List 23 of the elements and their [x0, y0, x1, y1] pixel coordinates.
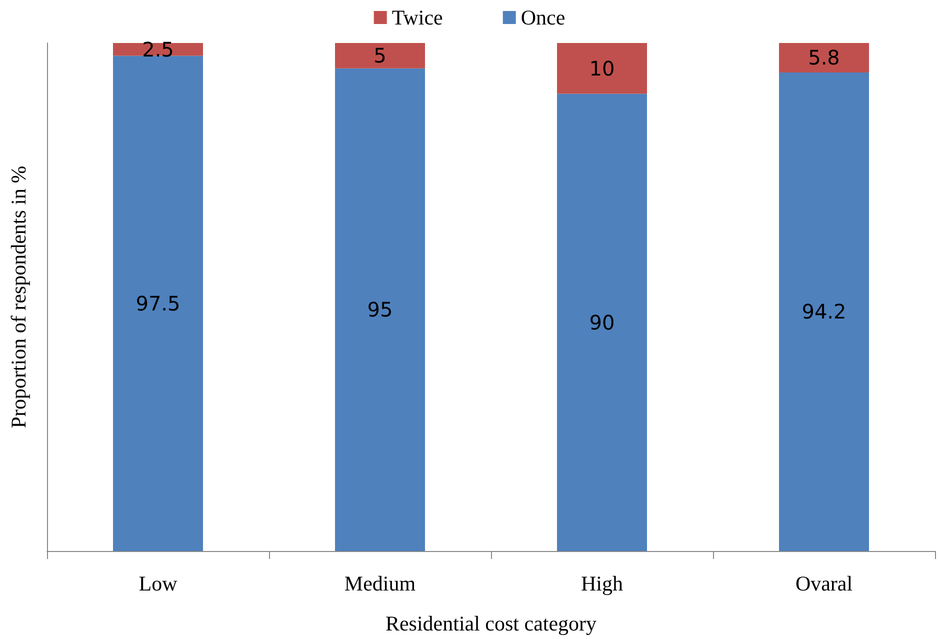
bar: [335, 43, 425, 68]
x-tick-label: Ovaral: [795, 572, 853, 596]
bar: [335, 68, 425, 551]
data-label: 10: [589, 56, 615, 80]
data-label: 97.5: [136, 291, 180, 316]
legend-label: Once: [520, 6, 566, 30]
x-tick-label: Medium: [344, 572, 416, 596]
x-tick-label: Low: [138, 572, 178, 596]
x-tick-label: High: [581, 572, 624, 596]
bar: [557, 43, 647, 94]
data-label: 94.2: [802, 300, 846, 324]
bar: [557, 94, 647, 551]
y-axis-title: Proportion of respondents in %: [6, 166, 30, 428]
bar: [113, 56, 203, 551]
data-label: 5.8: [808, 46, 840, 70]
data-label: 90: [589, 310, 615, 334]
bar: [779, 43, 869, 72]
data-label: 5: [374, 44, 386, 68]
data-label: 2.5: [142, 37, 174, 62]
x-axis-title: Residential cost category: [385, 612, 598, 636]
legend-label: Twice: [392, 6, 443, 30]
bar: [779, 72, 869, 551]
data-label: 95: [367, 298, 393, 322]
